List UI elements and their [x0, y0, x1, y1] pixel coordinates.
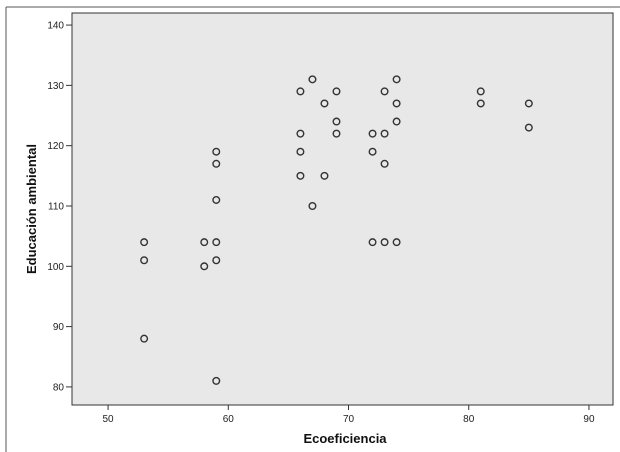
scatter-point: [200, 238, 209, 247]
scatter-point: [380, 159, 389, 168]
scatter-point: [392, 75, 401, 84]
y-tick-label: 80: [53, 382, 65, 393]
x-axis-title: Ecoeficiencia: [303, 431, 387, 446]
x-tick-label: 80: [463, 414, 475, 425]
y-tick-label: 140: [47, 21, 64, 32]
scatter-point: [296, 129, 305, 138]
scatter-point: [308, 201, 317, 210]
scatter-point: [476, 99, 485, 108]
scatter-point: [212, 256, 221, 265]
x-tick-label: 90: [583, 414, 595, 425]
scatter-point: [380, 238, 389, 247]
data-points: [140, 75, 533, 385]
scatter-point: [212, 238, 221, 247]
scatter-point: [524, 99, 533, 108]
scatter-point: [140, 238, 149, 247]
scatter-point: [296, 87, 305, 96]
scatter-point: [380, 129, 389, 138]
y-tick-label: 120: [47, 141, 64, 152]
scatter-point: [212, 147, 221, 156]
y-axis-title: Educación ambiental: [24, 144, 39, 274]
scatter-point: [200, 262, 209, 271]
y-tick-label: 110: [48, 201, 64, 212]
scatter-point: [380, 87, 389, 96]
x-axis: 50 60 70 80 90: [103, 405, 595, 425]
scatter-point: [212, 159, 221, 168]
scatter-point: [392, 99, 401, 108]
x-tick-label: 70: [343, 414, 355, 425]
y-axis: 80 90 100 110 120 130 140: [47, 21, 72, 393]
scatter-point: [140, 256, 149, 265]
scatter-point: [524, 123, 533, 132]
scatter-point: [392, 238, 401, 247]
scatter-point: [368, 238, 377, 247]
scatter-point: [296, 147, 305, 156]
scatter-point: [308, 75, 317, 84]
x-tick-label: 50: [103, 414, 115, 425]
scatter-point: [212, 195, 221, 204]
scatter-point: [320, 99, 329, 108]
scatter-point: [212, 376, 221, 385]
scatter-point: [368, 147, 377, 156]
scatter-point: [332, 87, 341, 96]
scatter-point: [140, 334, 149, 343]
x-tick-label: 60: [223, 414, 235, 425]
scatter-point: [332, 117, 341, 126]
scatter-point: [476, 87, 485, 96]
plot-area: [71, 12, 614, 406]
scatter-point: [320, 171, 329, 180]
y-tick-label: 100: [47, 262, 64, 273]
scatter-point: [368, 129, 377, 138]
y-tick-label: 90: [53, 322, 65, 333]
scatter-point: [332, 129, 341, 138]
y-tick-label: 130: [47, 81, 64, 92]
scatter-point: [296, 171, 305, 180]
scatter-point: [392, 117, 401, 126]
